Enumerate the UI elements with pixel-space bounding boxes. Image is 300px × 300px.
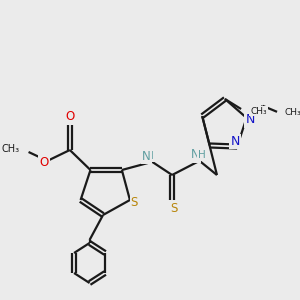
Text: O: O	[39, 155, 48, 169]
Text: CH₃: CH₃	[250, 106, 267, 116]
Text: O: O	[65, 110, 74, 124]
Text: N: N	[245, 113, 255, 126]
Text: CH₃: CH₃	[284, 108, 300, 117]
Text: N: N	[142, 149, 151, 163]
Text: N: N	[191, 148, 200, 161]
Text: N: N	[231, 135, 240, 148]
Text: CH₃: CH₃	[2, 144, 20, 154]
Text: H: H	[146, 151, 154, 161]
Text: S: S	[131, 196, 138, 209]
Text: H: H	[198, 150, 206, 160]
Text: S: S	[170, 202, 178, 214]
